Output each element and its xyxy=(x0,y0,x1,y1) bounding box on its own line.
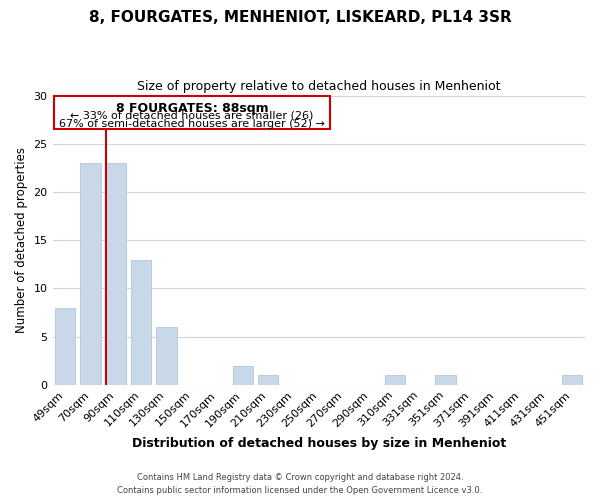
Bar xyxy=(562,376,583,385)
Bar xyxy=(80,163,101,385)
Text: 8 FOURGATES: 88sqm: 8 FOURGATES: 88sqm xyxy=(116,102,268,116)
Bar xyxy=(258,376,278,385)
Text: Contains HM Land Registry data © Crown copyright and database right 2024.
Contai: Contains HM Land Registry data © Crown c… xyxy=(118,474,482,495)
Title: Size of property relative to detached houses in Menheniot: Size of property relative to detached ho… xyxy=(137,80,500,93)
Text: 8, FOURGATES, MENHENIOT, LISKEARD, PL14 3SR: 8, FOURGATES, MENHENIOT, LISKEARD, PL14 … xyxy=(89,10,511,25)
Bar xyxy=(55,308,76,385)
Bar xyxy=(106,163,126,385)
Bar xyxy=(157,327,177,385)
Y-axis label: Number of detached properties: Number of detached properties xyxy=(15,147,28,333)
X-axis label: Distribution of detached houses by size in Menheniot: Distribution of detached houses by size … xyxy=(131,437,506,450)
Text: 67% of semi-detached houses are larger (52) →: 67% of semi-detached houses are larger (… xyxy=(59,118,325,128)
Bar xyxy=(131,260,151,385)
Bar xyxy=(436,376,455,385)
Text: ← 33% of detached houses are smaller (26): ← 33% of detached houses are smaller (26… xyxy=(70,110,314,120)
FancyBboxPatch shape xyxy=(54,96,330,130)
Bar xyxy=(385,376,405,385)
Bar xyxy=(233,366,253,385)
